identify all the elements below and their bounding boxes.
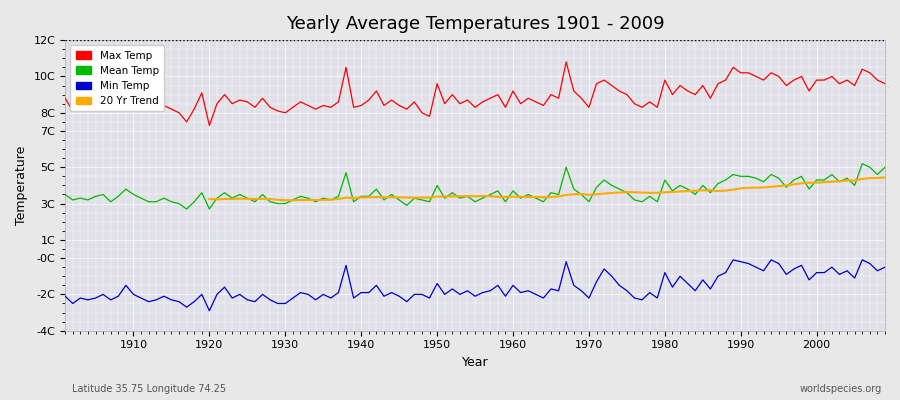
Legend: Max Temp, Mean Temp, Min Temp, 20 Yr Trend: Max Temp, Mean Temp, Min Temp, 20 Yr Tre… [70, 45, 164, 111]
Text: Latitude 35.75 Longitude 74.25: Latitude 35.75 Longitude 74.25 [72, 384, 226, 394]
Title: Yearly Average Temperatures 1901 - 2009: Yearly Average Temperatures 1901 - 2009 [286, 15, 664, 33]
Y-axis label: Temperature: Temperature [15, 146, 28, 225]
Text: worldspecies.org: worldspecies.org [800, 384, 882, 394]
X-axis label: Year: Year [462, 356, 489, 369]
